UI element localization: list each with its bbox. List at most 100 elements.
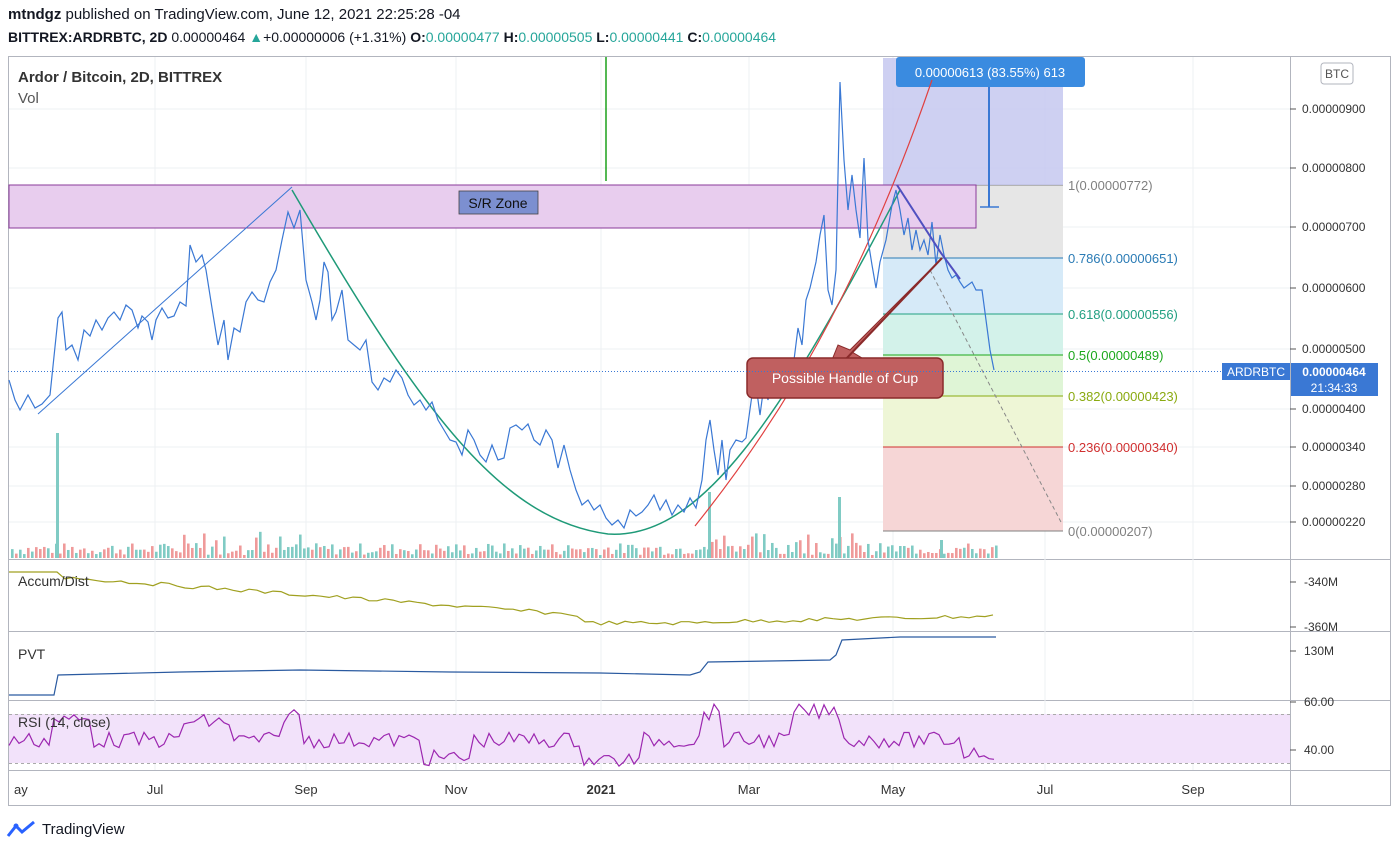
volume-bar xyxy=(787,544,790,558)
sub-tick-label: 40.00 xyxy=(1304,743,1334,757)
volume-bar xyxy=(203,533,206,558)
symbol-label: BITTREX:ARDRBTC, 2D xyxy=(8,29,168,45)
volume-bar xyxy=(683,553,686,558)
volume-bar xyxy=(207,554,210,558)
volume-bar xyxy=(331,544,334,558)
volume-bar xyxy=(363,554,366,558)
volume-bar xyxy=(439,548,442,558)
y-tick-label: 0.00000400 xyxy=(1302,402,1366,416)
volume-bar xyxy=(387,550,390,558)
volume-bar xyxy=(95,554,98,558)
open-label: O: xyxy=(410,29,426,45)
volume-bar-spike xyxy=(940,540,943,558)
volume-bar xyxy=(459,550,462,558)
volume-bar xyxy=(763,534,766,558)
volume-bar xyxy=(43,546,46,558)
y-tick-label: 0.00000220 xyxy=(1302,515,1366,529)
volume-bar xyxy=(227,553,230,558)
volume-bar xyxy=(507,550,510,558)
volume-bar xyxy=(391,544,394,558)
volume-bar xyxy=(827,553,830,558)
volume-bar xyxy=(843,553,846,558)
y-tick-label: 0.00000600 xyxy=(1302,281,1366,295)
author-name[interactable]: mtndgz xyxy=(8,6,62,23)
volume-bar xyxy=(343,547,346,558)
volume-bar xyxy=(59,553,62,558)
volume-bar xyxy=(811,554,814,558)
price-axis[interactable]: 0.00000900 0.00000800 0.00000700 0.00000600… xyxy=(1290,102,1366,529)
volume-bar xyxy=(803,553,806,558)
accum-dist-line xyxy=(9,571,994,626)
open-value: 0.00000477 xyxy=(425,29,500,45)
callout-box[interactable] xyxy=(746,357,944,399)
volume-bar xyxy=(819,552,822,558)
volume-bar xyxy=(451,552,454,558)
volume-bar xyxy=(779,553,782,558)
ohlc-line: BITTREX:ARDRBTC, 2D 0.00000464 ▲+0.00000… xyxy=(8,29,776,45)
volume-bar xyxy=(543,549,546,558)
fib-level-label: 0.5(0.00000489) xyxy=(1068,348,1163,363)
volume-bar xyxy=(659,546,662,558)
accum-label: Accum/Dist xyxy=(18,573,89,589)
price-change: +0.00000006 (+1.31%) xyxy=(263,29,407,45)
volume-bar xyxy=(63,543,66,558)
time-axis[interactable]: ay Jul Sep Nov 2021 Mar May Jul Sep xyxy=(14,782,1205,797)
volume-bar xyxy=(527,547,530,558)
volume-bar xyxy=(311,549,314,558)
volume-bar xyxy=(555,552,558,558)
rsi-band xyxy=(9,714,1290,763)
projection-dashed-line[interactable] xyxy=(929,269,1063,525)
rising-trendline[interactable] xyxy=(37,186,293,415)
volume-bar xyxy=(131,543,134,558)
publish-info: published on TradingView.com, June 12, 2… xyxy=(65,6,461,23)
currency-badge[interactable] xyxy=(1320,62,1354,85)
handle-downtrend-line[interactable] xyxy=(896,184,961,280)
volume-bar xyxy=(959,548,962,558)
sub-tick-label: 60.00 xyxy=(1304,695,1334,709)
callout-pointer xyxy=(844,257,943,361)
volume-bar xyxy=(15,553,18,558)
volume-bar xyxy=(607,547,610,558)
price-tag-value: 0.00000464 xyxy=(1302,365,1366,379)
volume-bar xyxy=(867,543,870,558)
volume-bar xyxy=(739,546,742,558)
volume-bar xyxy=(587,548,590,558)
currency-badge-label: BTC xyxy=(1325,67,1349,81)
volume-bar xyxy=(491,545,494,558)
volume-bar xyxy=(639,554,642,558)
volume-bar xyxy=(39,549,42,558)
volume-bar xyxy=(907,547,910,558)
volume-bar xyxy=(319,547,322,558)
volume-bar xyxy=(883,552,886,558)
volume-bar xyxy=(179,552,182,558)
volume-bar xyxy=(99,552,102,558)
volume-bar xyxy=(927,551,930,558)
indicator-axes: -340M -360M 130M 60.00 40.00 xyxy=(1290,575,1338,757)
rsi-line xyxy=(8,702,995,767)
volume-bar xyxy=(679,548,682,558)
volume-bar xyxy=(407,551,410,558)
volume-bar xyxy=(315,543,318,558)
volume-bar xyxy=(547,549,550,558)
volume-bar xyxy=(919,549,922,558)
volume-bar xyxy=(351,552,354,558)
volume-bar xyxy=(327,548,330,558)
volume-bar xyxy=(523,548,526,558)
volume-bar xyxy=(359,543,362,558)
volume-bar xyxy=(187,543,190,558)
volume-bar xyxy=(487,543,490,558)
volume-bar xyxy=(291,546,294,558)
red-trendline[interactable] xyxy=(694,79,933,527)
volume-bar xyxy=(987,553,990,558)
volume-bar xyxy=(423,550,426,558)
high-value: 0.00000505 xyxy=(518,29,593,45)
sr-zone-label-box xyxy=(458,190,539,215)
volume-bar xyxy=(27,547,30,558)
volume-bar xyxy=(943,553,946,558)
volume-bar xyxy=(219,554,222,558)
measure-label-box xyxy=(896,57,1085,87)
volume-bar xyxy=(667,553,670,558)
low-label: L: xyxy=(596,29,610,45)
footer-brand[interactable]: TradingView xyxy=(42,820,125,838)
